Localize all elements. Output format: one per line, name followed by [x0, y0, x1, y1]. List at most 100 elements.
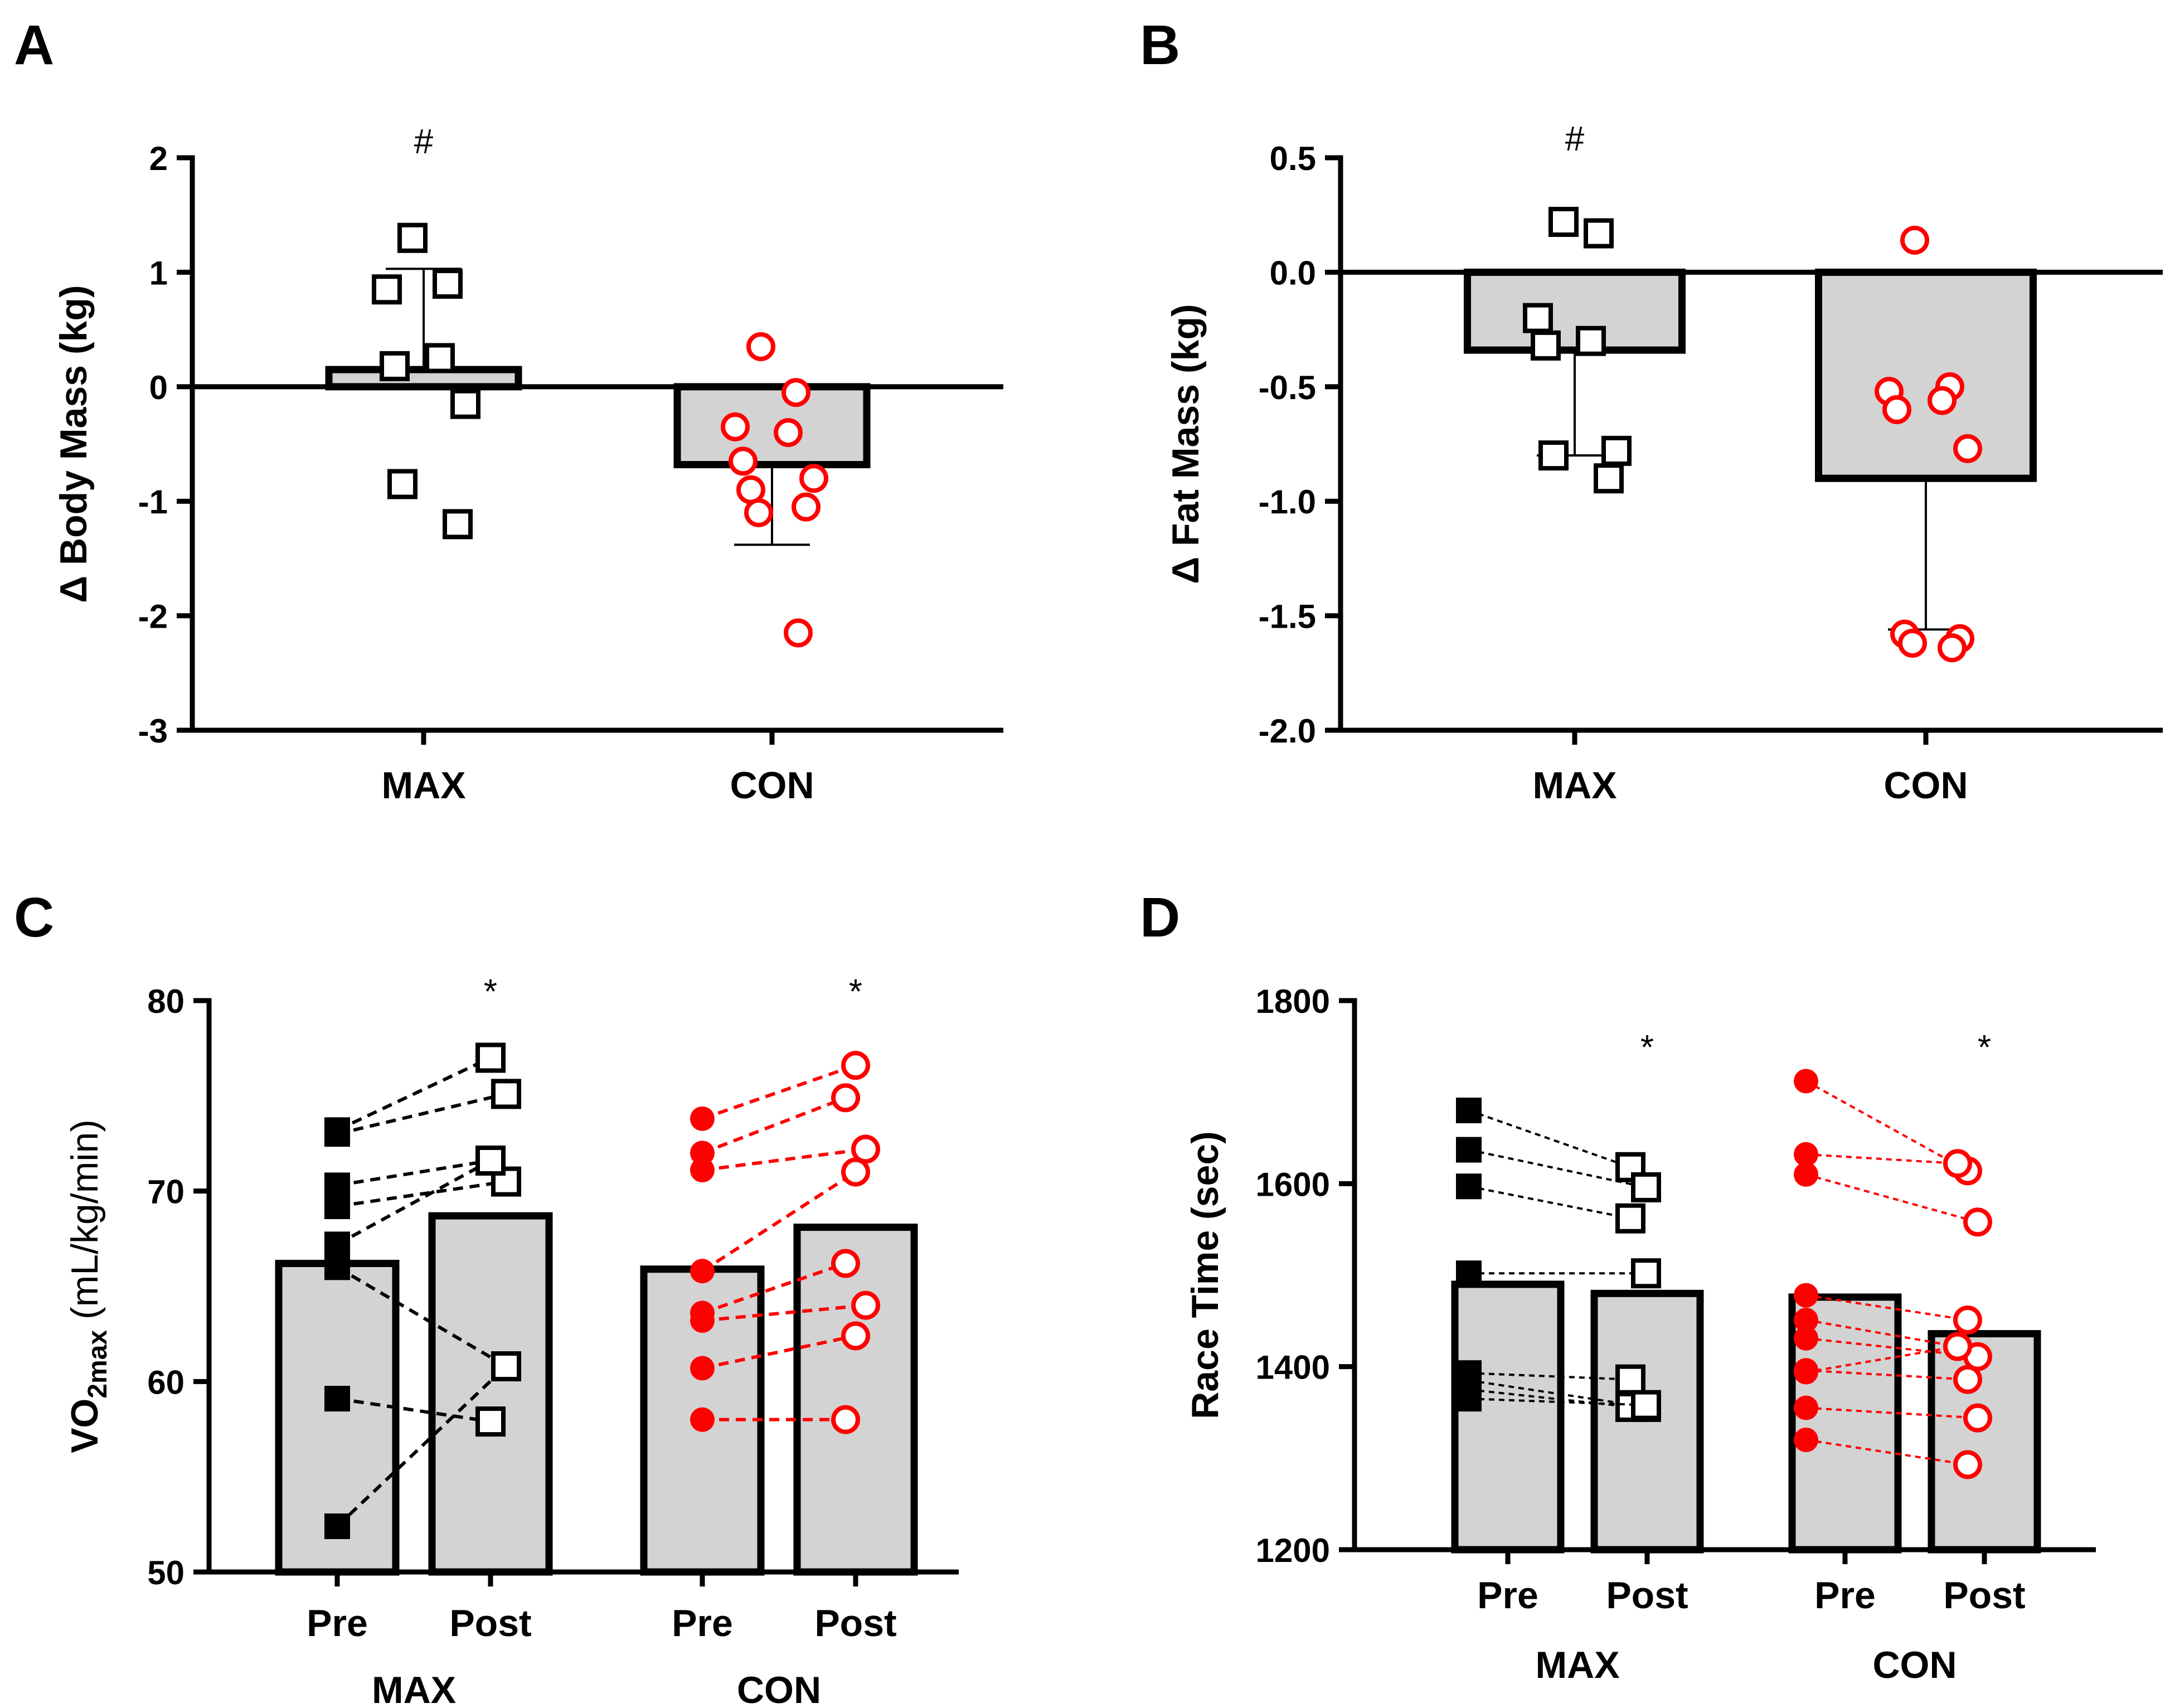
y-axis-title: Δ Body Mass (kg)	[52, 285, 95, 603]
data-point-con	[729, 447, 758, 476]
data-point-max	[1584, 218, 1614, 249]
data-point-con-post	[851, 1134, 880, 1164]
panel-letter: A	[14, 14, 54, 76]
data-point-con-pre	[1794, 1428, 1818, 1452]
y-axis-title: Δ Fat Mass (kg)	[1164, 304, 1207, 584]
data-point-max-post	[475, 1146, 506, 1176]
data-point-con-pre	[690, 1106, 715, 1131]
data-point-con-post	[1963, 1403, 1992, 1433]
data-point-con-pre	[1794, 1069, 1818, 1094]
data-point-max-post	[1631, 1258, 1661, 1289]
data-point-con	[774, 418, 803, 447]
x-category-label-max: MAX	[1532, 764, 1616, 807]
pair-line-con	[1805, 1439, 1968, 1466]
pair-line-max	[336, 1056, 492, 1132]
data-point-max-post	[1615, 1203, 1645, 1234]
x-category-label-pre: Pre	[1477, 1574, 1538, 1617]
bar-max	[325, 366, 522, 391]
y-tick-label: 0.5	[1270, 140, 1316, 177]
data-point-con-pre	[1794, 1395, 1818, 1420]
y-tick-label: 1400	[1256, 1349, 1330, 1386]
x-category-label-con: CON	[1883, 764, 1968, 807]
data-point-max-pre	[324, 1513, 350, 1539]
pair-line-max	[336, 1365, 508, 1528]
y-tick-label: 1800	[1256, 983, 1330, 1020]
data-point-max-post	[1631, 1172, 1661, 1202]
y-tick-label: 0.0	[1270, 254, 1316, 292]
significance-mark: *	[1978, 1028, 1991, 1067]
y-tick-label: -3	[138, 712, 168, 750]
data-point-con-post	[1953, 1450, 1982, 1479]
x-category-label-post: Post	[1606, 1574, 1688, 1617]
panel-letter: B	[1140, 14, 1180, 76]
data-point-max	[397, 222, 428, 253]
pair-line-con	[701, 1170, 857, 1273]
bar-con	[1815, 268, 2037, 482]
bar-con	[673, 383, 871, 468]
pair-line-con	[702, 1303, 866, 1322]
data-point-con-pre	[690, 1407, 715, 1432]
data-point-max	[1538, 440, 1569, 471]
data-point-con-post	[1963, 1207, 1992, 1237]
data-point-max-post	[491, 1166, 521, 1197]
x-category-label-pre: Pre	[1814, 1574, 1876, 1617]
data-point-con	[746, 332, 775, 361]
y-tick-label: -1.5	[1259, 598, 1316, 635]
y-tick-label: 1	[149, 254, 168, 292]
significance-mark: *	[849, 973, 862, 1011]
group-label-con: CON	[737, 1669, 821, 1708]
data-point-max	[443, 509, 473, 540]
pair-line-con	[1805, 1080, 1968, 1172]
data-point-max-pre	[1456, 1137, 1482, 1163]
data-point-con-post	[831, 1083, 860, 1113]
y-tick-label: 2	[149, 140, 168, 177]
x-category-label-post: Post	[814, 1602, 896, 1644]
y-axis-title: Race Time (sec)	[1184, 1131, 1226, 1419]
data-point-max-post	[475, 1042, 506, 1073]
data-point-con-pre	[1794, 1162, 1818, 1187]
panel-a: A MAX CON 2 1 0 -1 -2 -3 # Δ Body Mass (kg)	[14, 14, 1003, 807]
data-point-max-pre	[324, 1386, 350, 1412]
x-category-label-post: Post	[449, 1602, 531, 1644]
significance-mark: #	[414, 123, 434, 161]
panel-b: B MAX CON 0.5 0.0 -0.5 -1.0 -1.5 -2.0 # Δ Fat Mass…	[1140, 14, 2163, 807]
significance-mark: #	[1565, 120, 1585, 158]
y-title-base: VO	[64, 1399, 106, 1453]
bar-con-post	[1928, 1330, 2041, 1554]
data-point-max-pre	[324, 1193, 350, 1219]
data-point-con-pre	[1794, 1142, 1818, 1167]
y-tick-label: -0.5	[1259, 369, 1316, 406]
data-point-con-pre	[690, 1141, 715, 1166]
pair-line-max	[1468, 1109, 1631, 1168]
x-category-label-pre: Pre	[307, 1602, 368, 1644]
data-point-max-post	[475, 1406, 506, 1437]
data-point-max	[433, 268, 463, 299]
bar-max	[1464, 268, 1686, 354]
panel-c: C Pre Post Pre Post MAX CON 80 70 60 50 * * VO2max (m…	[14, 886, 959, 1708]
data-point-max-post	[1615, 1364, 1645, 1395]
panel-letter: D	[1140, 886, 1180, 949]
data-point-con-post	[841, 1051, 870, 1080]
data-point-con-pre	[1794, 1326, 1818, 1351]
data-point-max-pre	[324, 1231, 350, 1258]
data-point-max-pre	[1456, 1098, 1482, 1123]
data-point-max	[1576, 326, 1606, 356]
data-point-max	[387, 469, 418, 499]
y-tick-label: -2.0	[1259, 712, 1316, 750]
bar-con-post	[793, 1224, 918, 1576]
data-point-con-pre	[1794, 1283, 1818, 1308]
group-label-max: MAX	[1535, 1644, 1619, 1686]
data-point-max-pre	[1456, 1173, 1482, 1200]
data-point-max	[1531, 330, 1561, 361]
data-point-con	[792, 492, 821, 522]
x-category-label-con: CON	[730, 764, 814, 807]
group-label-max: MAX	[372, 1669, 456, 1708]
pair-line-con	[702, 1261, 846, 1315]
data-point-con	[1898, 628, 1927, 658]
data-point-max-pre	[324, 1254, 350, 1280]
significance-mark: *	[484, 973, 497, 1011]
y-tick-label: 1600	[1256, 1166, 1330, 1203]
bar-max-post	[428, 1212, 553, 1576]
y-tick-label: 60	[147, 1364, 185, 1401]
data-point-con-post	[841, 1321, 870, 1351]
